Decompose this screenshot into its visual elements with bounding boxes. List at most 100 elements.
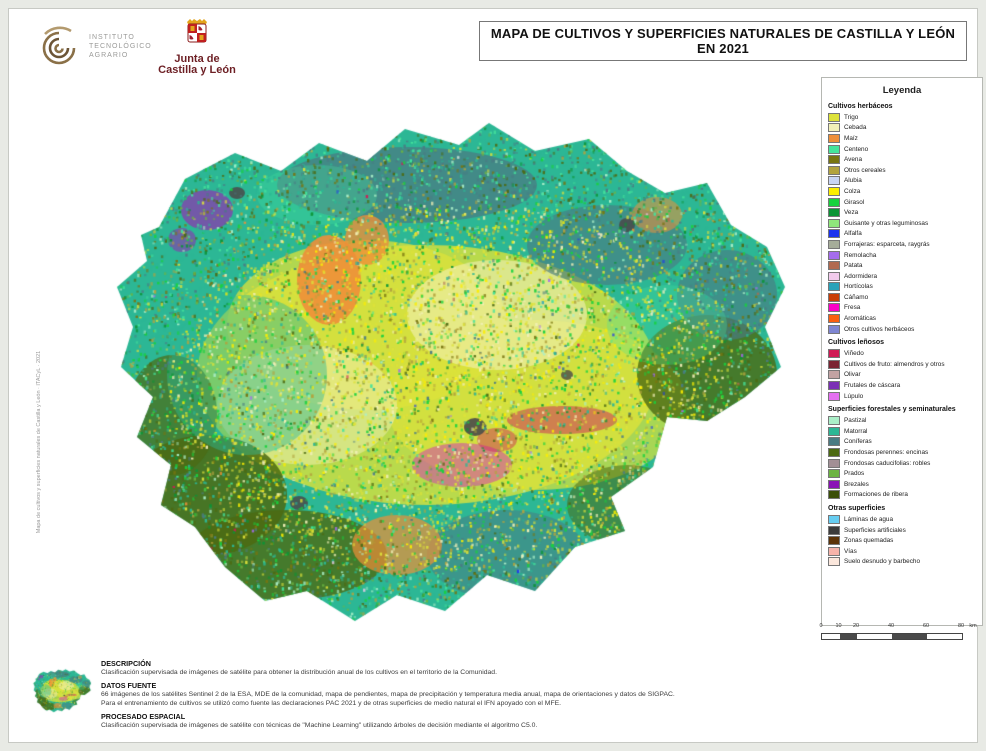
legend-item-label: Girasol [844, 198, 865, 206]
itacyl-logo-text: INSTITUTO TECNOLÓGICO AGRARIO [89, 34, 152, 59]
legend-swatch [828, 292, 840, 302]
legend-item: Coníferas [828, 437, 976, 448]
scale-label: 60 [922, 623, 930, 629]
legend-item: Viñedo [828, 348, 976, 359]
legend-swatch [828, 458, 840, 468]
legend-item: Otros cultivos herbáceos [828, 324, 976, 335]
scale-segment [927, 634, 962, 639]
footer-section-line: Clasificación supervisada de imágenes de… [101, 669, 497, 676]
footer-texts: DESCRIPCIÓN Clasificación supervisada de … [101, 655, 861, 730]
legend-swatch [828, 239, 840, 249]
legend-item: Centeno [828, 144, 976, 155]
legend-item: Veza [828, 207, 976, 218]
scale-track [821, 633, 963, 640]
legend-item: Cebada [828, 123, 976, 134]
scale-label: 20 [852, 623, 860, 629]
legend-swatch [828, 416, 840, 426]
legend-section-header: Otras superficies [828, 505, 886, 513]
scale-label: 80 [957, 623, 965, 629]
legend-item: Prados [828, 468, 976, 479]
itacyl-logo: INSTITUTO TECNOLÓGICO AGRARIO [31, 23, 181, 73]
junta-logo-text: Junta de Castilla y León [158, 53, 236, 76]
legend-item: Alfalfa [828, 229, 976, 240]
legend-item: Frutales de cáscara [828, 380, 976, 391]
legend-item: Cultivos de fruto: almendros y otros [828, 359, 976, 370]
legend-item: Vías [828, 546, 976, 557]
legend-swatch [828, 165, 840, 175]
legend-title: Leyenda [882, 85, 922, 96]
legend-swatch [828, 381, 840, 391]
legend-item: Fresa [828, 303, 976, 314]
legend-swatch [828, 271, 840, 281]
footer-section-line: 66 imágenes de los satélites Sentinel 2 … [101, 691, 675, 698]
legend-swatch [828, 324, 840, 334]
legend-item-label: Forrajeras: esparceta, raygrás [844, 240, 930, 248]
legend-item: Hortícolas [828, 282, 976, 293]
map-title: MAPA DE CULTIVOS Y SUPERFICIES NATURALES… [490, 26, 956, 56]
legend-item: Alubia [828, 176, 976, 187]
legend-swatch [828, 133, 840, 143]
legend-swatch [828, 469, 840, 479]
legend-item-label: Frondosas caducifolias: robles [844, 459, 931, 467]
legend-swatch [828, 557, 840, 567]
legend-item: Aromáticas [828, 313, 976, 324]
footer-section-header: DATOS FUENTE [101, 681, 157, 690]
legend-item: Adormidera [828, 271, 976, 282]
legend-item-label: Formaciones de ribera [844, 491, 908, 499]
legend-swatch [828, 349, 840, 359]
legend-item: Láminas de agua [828, 514, 976, 525]
legend-item: Colza [828, 186, 976, 197]
legend-swatch [828, 155, 840, 165]
legend-section-header: Superficies forestales y seminaturales [828, 406, 956, 414]
legend-item-label: Avena [844, 156, 863, 164]
legend-item-label: Frondosas perennes: encinas [844, 449, 929, 457]
legend-swatch [828, 112, 840, 122]
legend-item-label: Cebada [844, 124, 867, 132]
legend-item: Matorral [828, 426, 976, 437]
legend-item-label: Veza [844, 209, 859, 217]
legend-item: Otros cereales [828, 165, 976, 176]
legend-item-label: Colza [844, 187, 861, 195]
legend-swatch [828, 229, 840, 239]
legend-swatch [828, 479, 840, 489]
legend-swatch [828, 218, 840, 228]
legend-item-label: Aromáticas [844, 315, 876, 323]
footer-section-header: PROCESADO ESPACIAL [101, 712, 186, 721]
legend-item-label: Matorral [844, 427, 868, 435]
legend-swatch [828, 426, 840, 436]
scale-segment [892, 634, 927, 639]
legend-panel: Leyenda Cultivos herbáceos Trigo Cebada Maí… [821, 77, 983, 626]
legend-item: Lúpulo [828, 391, 976, 402]
vertical-credit: Mapa de cultivos y superficies naturales… [36, 350, 42, 534]
legend-item: Trigo [828, 112, 976, 123]
scale-label: 40 [887, 623, 895, 629]
legend-swatch [828, 197, 840, 207]
legend-section-header: Cultivos leñosos [828, 339, 885, 347]
itacyl-swirl-icon [42, 26, 76, 65]
legend-body: Cultivos herbáceos Trigo Cebada Maíz Centeno… [828, 103, 976, 567]
legend-swatch [828, 546, 840, 556]
legend-swatch [828, 359, 840, 369]
scale-labels: 0 10 20 40 60 80 km [819, 623, 981, 631]
legend-item-label: Lúpulo [844, 392, 864, 400]
footer-section-line: Para el entrenamiento de cultivos se uti… [101, 700, 562, 707]
legend-item-label: Viñedo [844, 350, 864, 358]
legend-item: Guisante y otras leguminosas [828, 218, 976, 229]
legend-swatch [828, 448, 840, 458]
legend-item-label: Coníferas [844, 438, 872, 446]
legend-swatch [828, 303, 840, 313]
scale-segment [822, 634, 840, 639]
legend-item-label: Pastizal [844, 417, 867, 425]
legend-swatch [828, 282, 840, 292]
legend-swatch [828, 490, 840, 500]
legend-swatch [828, 525, 840, 535]
legend-swatch [828, 144, 840, 154]
legend-item: Olivar [828, 370, 976, 381]
scale-bar: 0 10 20 40 60 80 km [819, 623, 981, 645]
legend-swatch [828, 437, 840, 447]
legend-item: Brezales [828, 479, 976, 490]
legend-item-label: Otros cereales [844, 166, 886, 174]
legend-swatch [828, 314, 840, 324]
legend-item: Zonas quemadas [828, 535, 976, 546]
scale-label: 0 [819, 623, 823, 629]
